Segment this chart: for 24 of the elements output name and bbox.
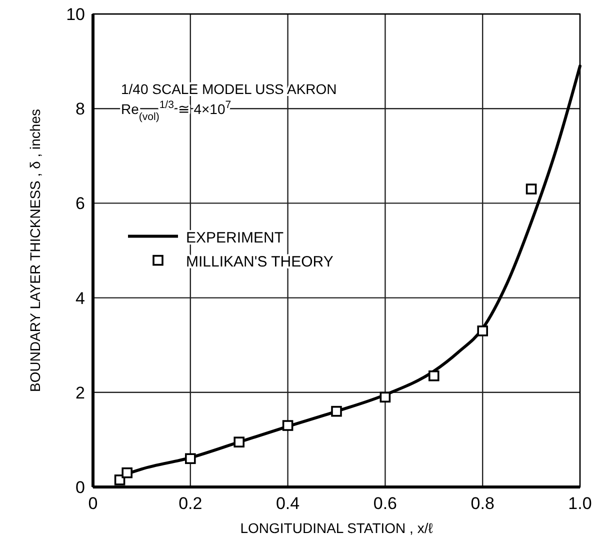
y-tick-label: 10 bbox=[66, 5, 85, 24]
point bbox=[114, 474, 126, 486]
y-tick-label: 6 bbox=[76, 194, 85, 214]
point bbox=[234, 436, 244, 448]
point bbox=[477, 326, 488, 336]
y-tick-label: 4 bbox=[76, 288, 85, 308]
y-axis-title: BOUNDARY LAYER THICKNESS , δ , inches bbox=[27, 109, 43, 392]
y-tick-label: 2 bbox=[76, 383, 85, 402]
point bbox=[526, 184, 537, 194]
point bbox=[282, 420, 294, 431]
y-tick-label: 8 bbox=[76, 100, 85, 119]
point bbox=[428, 370, 440, 382]
x-tick-label: 1.0 bbox=[568, 494, 592, 513]
x-tick-label: 0.6 bbox=[373, 494, 398, 513]
x-tick-label: 0.4 bbox=[276, 494, 300, 513]
point bbox=[331, 406, 342, 417]
point bbox=[380, 392, 391, 403]
x-tick-label: 0.2 bbox=[178, 494, 202, 513]
x-tick-label: 0.8 bbox=[470, 494, 494, 513]
x-tick-label: 0 bbox=[88, 494, 98, 513]
x-axis-title: LONGITUDINAL STATION , x/ℓ bbox=[240, 520, 434, 536]
point bbox=[122, 467, 132, 478]
point bbox=[185, 453, 196, 464]
y-tick-label: 0 bbox=[76, 478, 85, 497]
